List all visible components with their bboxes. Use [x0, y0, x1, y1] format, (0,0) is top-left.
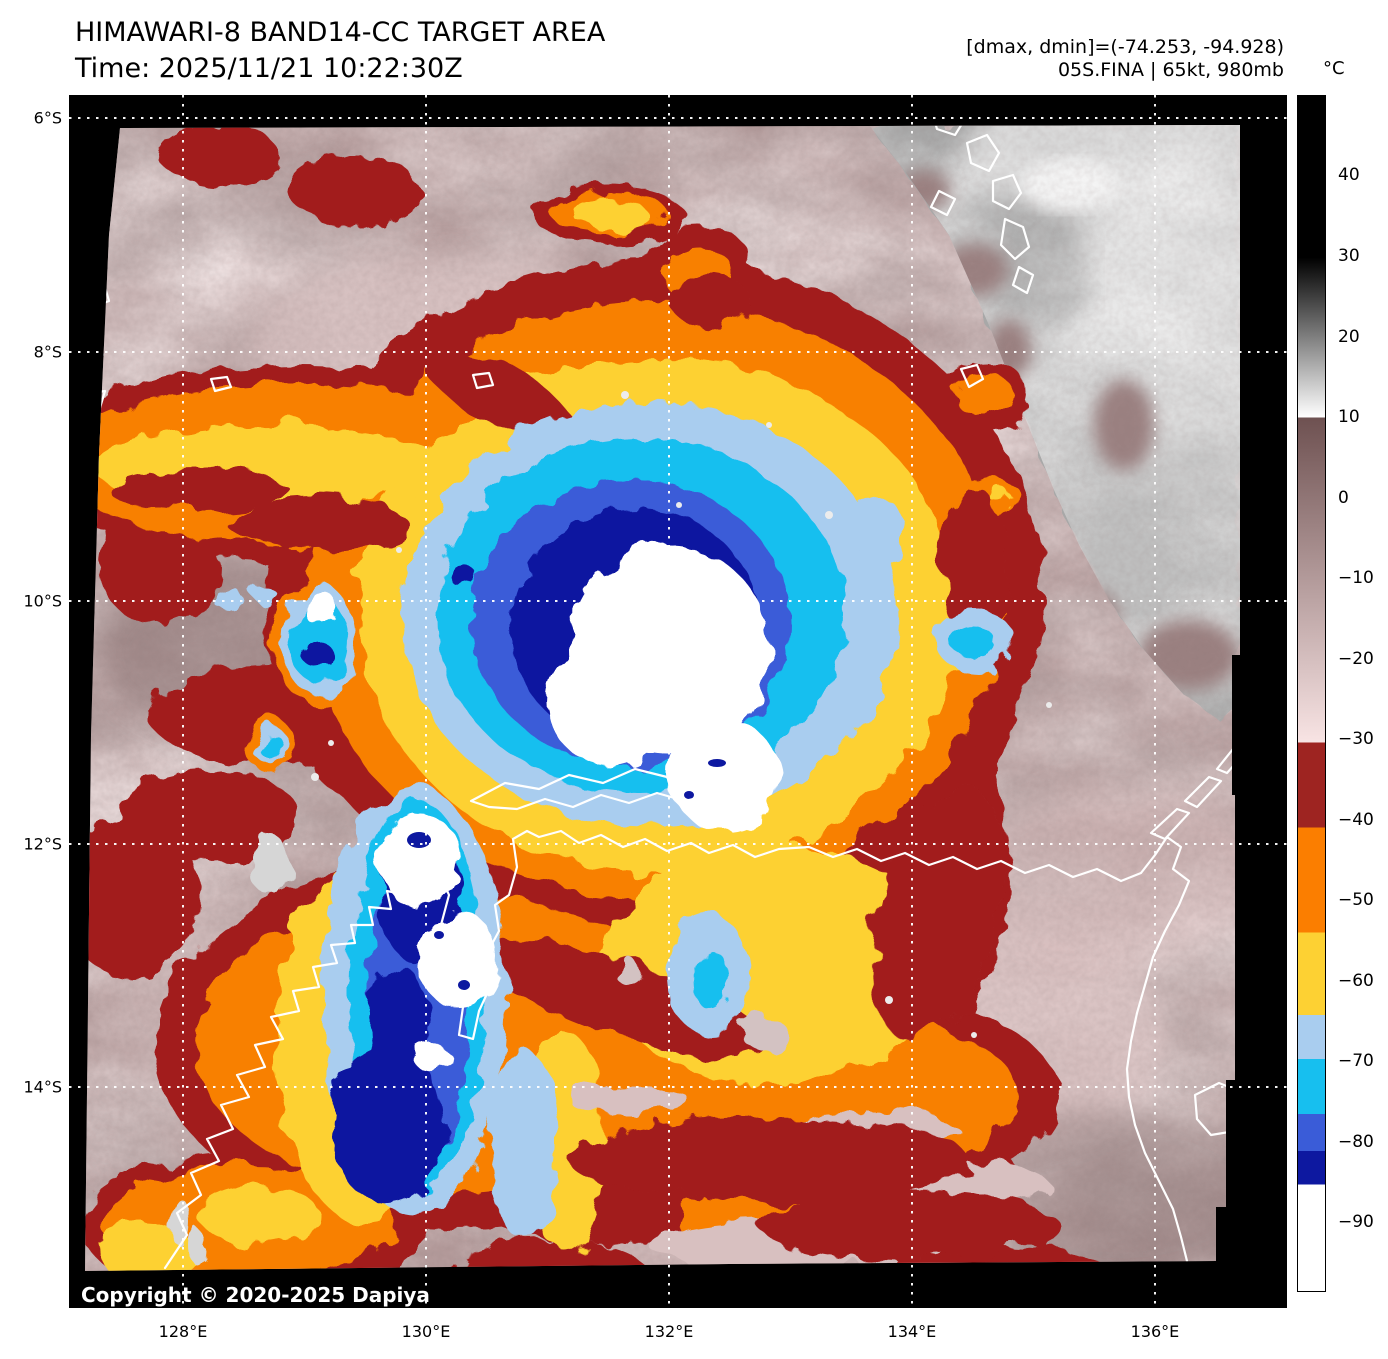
gridline-lon — [1153, 95, 1156, 1308]
lon-tick-label: 134°E — [887, 1322, 937, 1341]
copyright-label: Copyright © 2020-2025 Dapiya — [81, 1283, 430, 1307]
colorbar-tick-label: 20 — [1338, 327, 1360, 348]
tanimbar-islands — [929, 125, 1035, 295]
lat-tick-label: 10°S — [23, 591, 62, 611]
map-plot: Copyright © 2020-2025 Dapiya — [69, 95, 1287, 1308]
gridline-lon — [667, 95, 670, 1308]
colorbar-tick-label: −60 — [1338, 971, 1374, 992]
colorbar-tick-label: −10 — [1338, 568, 1374, 589]
lon-tick-label: 136°E — [1130, 1322, 1180, 1341]
gridline-lat — [69, 117, 1287, 120]
white-speck-dots — [311, 391, 1052, 1038]
colorbar-tick-label: 10 — [1338, 406, 1360, 427]
lat-tick-label: 8°S — [33, 342, 62, 362]
gridline-lat — [69, 1086, 1287, 1089]
wessel-islands — [1149, 747, 1240, 841]
colorbar-tick-label: 40 — [1338, 164, 1360, 185]
wetar-islets — [209, 371, 495, 393]
babar-islet — [959, 363, 985, 389]
gridline-lon — [182, 95, 184, 1308]
gridline-lat — [69, 843, 1287, 846]
lat-tick-label: 14°S — [23, 1077, 62, 1097]
colorbar-tick-label: −90 — [1338, 1211, 1374, 1232]
colorbar-tick-label: −50 — [1338, 889, 1374, 910]
colorbar-tick-label: −70 — [1338, 1051, 1374, 1072]
lon-tick-label: 132°E — [644, 1322, 694, 1341]
lon-tick-label: 128°E — [158, 1322, 208, 1341]
page-title: HIMAWARI-8 BAND14-CC TARGET AREA — [75, 17, 606, 48]
storm-info-label: 05S.FINA | 65kt, 980mb — [1057, 59, 1284, 81]
colorbar-tick-label: 30 — [1338, 245, 1360, 266]
colorbar — [1297, 95, 1326, 1292]
satellite-data-region — [85, 125, 1240, 1271]
colorbar-tick-label: −40 — [1338, 810, 1374, 831]
colorbar-tick-label: −80 — [1338, 1132, 1374, 1153]
groote-eylandt-coast — [1193, 1081, 1240, 1137]
lon-tick-label: 130°E — [401, 1322, 451, 1341]
gridline-lat — [69, 351, 1287, 354]
colorbar-unit-label: °C — [1323, 58, 1345, 79]
dmax-dmin-label: [dmax, dmin]=(-74.253, -94.928) — [966, 36, 1284, 58]
gridline-lat — [69, 600, 1287, 603]
lat-tick-label: 12°S — [23, 834, 62, 854]
lat-tick-label: 6°S — [33, 108, 62, 128]
time-label: Time: 2025/11/21 10:22:30Z — [75, 53, 463, 84]
colorbar-tick-label: 0 — [1338, 488, 1349, 509]
gridline-lon — [424, 95, 427, 1308]
colorbar-tick-label: −20 — [1338, 649, 1374, 670]
melville-island-coast — [469, 763, 719, 811]
australia-mainland-coast — [163, 829, 1191, 1270]
colorbar-tick-label: −30 — [1338, 729, 1374, 750]
gridline-lon — [910, 95, 913, 1308]
satellite-imagery — [69, 95, 1287, 1308]
